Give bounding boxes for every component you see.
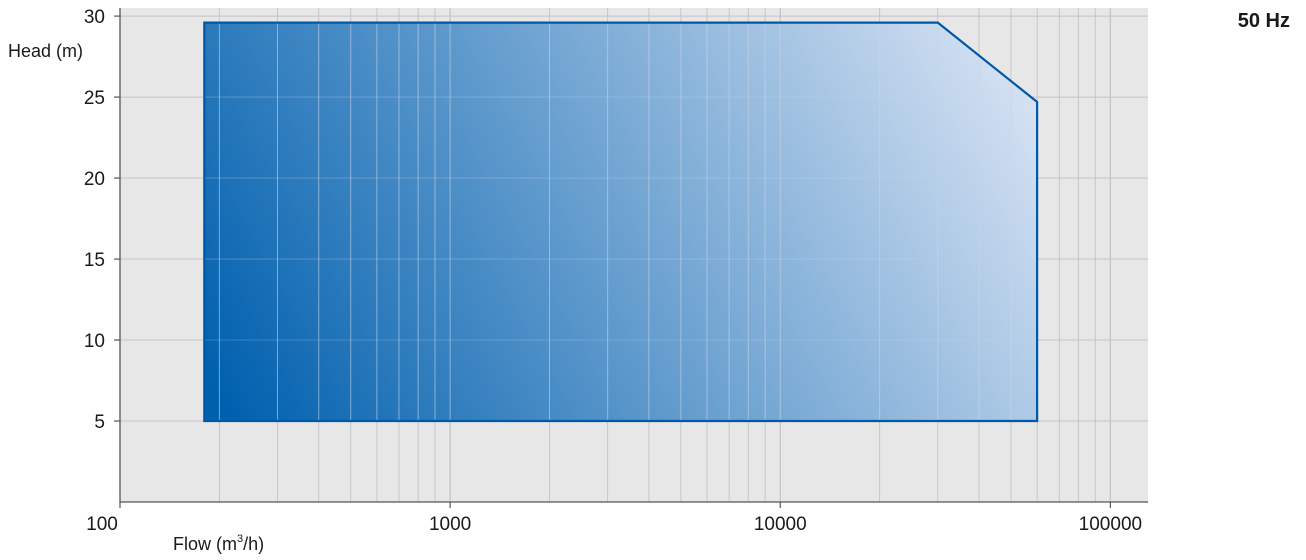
axes <box>114 8 1148 508</box>
x-axis-label: Flow (m3/h) <box>173 533 264 554</box>
y-tick-label: 5 <box>94 412 105 433</box>
y-tick-label: 10 <box>84 331 105 352</box>
frequency-label: 50 Hz <box>1238 10 1290 32</box>
y-tick-label: 25 <box>84 88 105 109</box>
y-axis-tick-labels: 5 10 15 20 25 30 <box>84 7 105 433</box>
x-tick-label: 1000 <box>429 514 471 535</box>
y-tick-label: 15 <box>84 250 105 271</box>
y-tick-label: 20 <box>84 169 105 190</box>
x-tick-label: 100000 <box>1079 514 1142 535</box>
operating-range-area <box>204 22 1038 421</box>
operating-range-outline <box>203 21 1039 423</box>
y-axis-label: Head (m) <box>8 41 83 61</box>
x-tick-label: 100 <box>86 514 118 535</box>
grid-lines-inside-area <box>204 22 1038 422</box>
x-axis-tick-labels: 100 1000 10000 100000 <box>86 514 1142 535</box>
x-tick-label: 10000 <box>754 514 807 535</box>
y-tick-label: 30 <box>84 7 105 28</box>
